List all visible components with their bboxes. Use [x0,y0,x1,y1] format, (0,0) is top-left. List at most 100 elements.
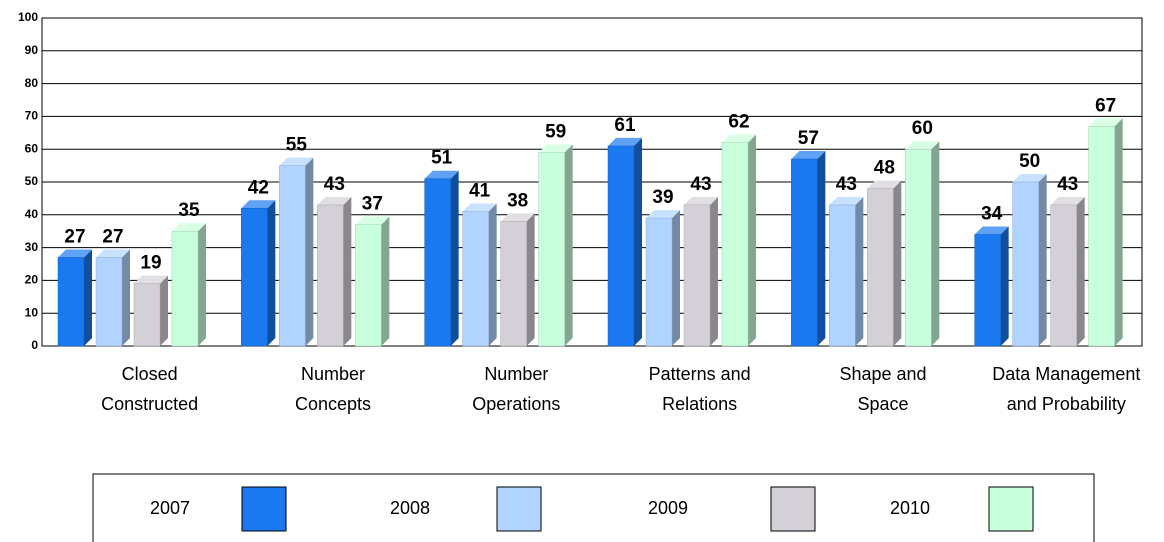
x-tick-label: Operations [472,394,560,414]
value-label: 59 [545,121,566,142]
value-label: 60 [912,118,933,139]
y-tick-label: 0 [31,338,38,352]
bar [645,217,673,347]
value-label: 67 [1095,95,1116,116]
bar-top [905,141,940,150]
bar-top [1012,174,1047,182]
value-label: 51 [431,148,453,169]
value-label: 42 [248,177,269,198]
y-tick-label: 50 [25,174,39,188]
bar-side [122,249,130,346]
value-label: 19 [140,253,161,274]
bar [355,224,382,347]
legend-swatch [770,486,816,532]
y-tick-label: 20 [25,273,39,287]
bar-top [1050,196,1085,205]
bar [317,204,344,347]
bar-top [279,157,314,166]
bar [57,257,85,347]
x-tick-label: Patterns and [649,364,751,384]
bar [424,178,451,347]
bar [279,165,306,347]
bar [905,148,932,347]
bar-side [710,196,718,346]
legend-swatch [496,486,542,532]
legend-label: 2009 [648,498,688,518]
y-tick-label: 100 [18,10,38,24]
bar [95,257,123,347]
value-label: 55 [286,135,308,156]
y-tick-label: 70 [25,109,39,123]
legend-swatch [988,486,1034,532]
bar [721,142,749,347]
bar-top [355,216,390,225]
x-tick-label: Number [301,364,365,384]
bar-side [1076,196,1085,346]
x-tick-label: Space [857,394,908,414]
x-tick-label: Closed [122,364,178,384]
value-label: 43 [690,174,711,195]
bar-side [1114,118,1123,347]
y-tick-label: 30 [25,240,39,254]
legend-label: 2008 [390,498,430,518]
bar-top [96,249,130,258]
value-label: 27 [102,226,123,247]
bar [829,204,856,347]
bar-top [684,196,718,205]
bar-top [538,144,573,153]
legend-label: 2010 [890,498,930,518]
bar-side [748,134,756,346]
y-tick-label: 60 [25,141,39,155]
value-label: 62 [728,112,749,133]
bar-side [564,144,573,346]
bar-top [462,203,497,212]
x-tick-label: Relations [662,394,737,414]
bar-side [931,141,940,346]
bar-top [134,275,168,284]
bar-side [84,249,92,346]
plot-border [41,17,1143,347]
bar-side [1038,174,1047,346]
x-tick-label: Shape and [839,364,926,384]
legend-swatch [241,486,287,532]
bar [241,207,268,347]
value-label: 27 [64,226,85,247]
bar-top [172,223,206,232]
bar [607,145,635,347]
value-label: 50 [1019,151,1040,172]
value-label: 43 [1057,174,1078,195]
y-tick-label: 80 [25,76,39,90]
value-label: 38 [507,190,528,211]
bar [683,204,711,347]
bar [1050,204,1077,347]
bar-top [608,137,642,146]
bar-side [634,137,642,346]
x-tick-label: Constructed [101,394,198,414]
bar-top [424,170,459,179]
x-tick-label: and Probability [1007,394,1126,414]
bar-side [450,170,459,346]
value-label: 43 [836,174,857,195]
bar-side [855,196,864,346]
value-label: 61 [614,115,636,136]
bar-top [500,213,535,222]
value-label: 34 [981,203,1003,224]
bar-top [317,196,352,205]
value-label: 48 [874,158,895,179]
x-tick-label: Concepts [295,394,371,414]
bar-top [646,210,680,219]
bar-side [1000,226,1009,346]
bar-top [974,226,1009,235]
bar-top [791,151,826,160]
bar [538,152,565,347]
bar [867,188,894,347]
bar [974,234,1001,347]
bar-side [526,213,535,346]
legend-label: 2007 [150,498,190,518]
y-tick-label: 40 [25,207,39,221]
bar [462,211,489,347]
bar [171,230,199,347]
bar [500,221,527,347]
bar-top [1088,118,1123,127]
